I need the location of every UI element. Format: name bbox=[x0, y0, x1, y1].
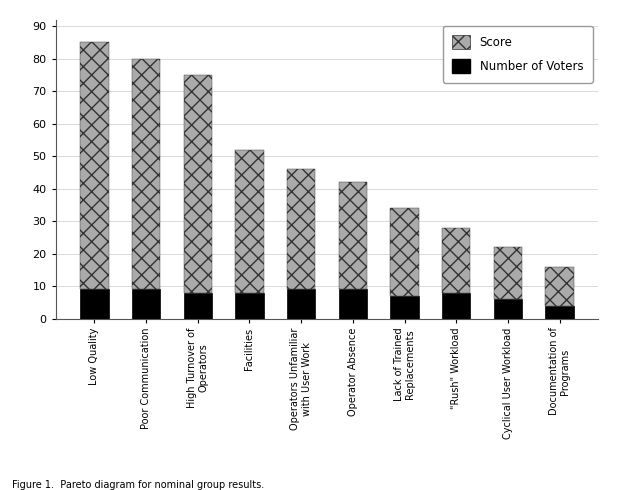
Bar bbox=[494, 247, 522, 299]
Bar bbox=[391, 208, 419, 296]
Bar bbox=[545, 305, 574, 318]
Bar bbox=[545, 267, 574, 305]
Bar bbox=[442, 227, 470, 293]
Bar bbox=[287, 169, 315, 289]
Bar bbox=[442, 293, 470, 318]
Bar bbox=[391, 296, 419, 318]
Bar bbox=[132, 59, 160, 289]
Bar bbox=[80, 42, 109, 289]
Bar bbox=[80, 289, 109, 318]
Bar bbox=[339, 289, 367, 318]
Bar bbox=[184, 293, 212, 318]
Bar bbox=[494, 299, 522, 318]
Text: Figure 1.  Pareto diagram for nominal group results.: Figure 1. Pareto diagram for nominal gro… bbox=[12, 480, 265, 490]
Legend: Score, Number of Voters: Score, Number of Voters bbox=[443, 25, 592, 82]
Bar bbox=[339, 182, 367, 289]
Bar bbox=[235, 293, 263, 318]
Bar bbox=[287, 289, 315, 318]
Bar bbox=[132, 289, 160, 318]
Bar bbox=[235, 149, 263, 293]
Bar bbox=[184, 75, 212, 293]
